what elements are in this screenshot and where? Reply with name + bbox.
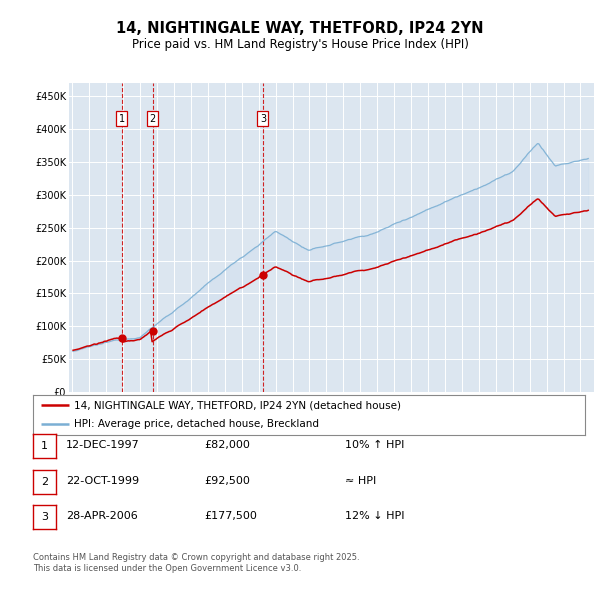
Text: 28-APR-2006: 28-APR-2006	[66, 512, 138, 521]
Text: 1: 1	[119, 114, 125, 124]
Text: 12% ↓ HPI: 12% ↓ HPI	[345, 512, 404, 521]
Text: Price paid vs. HM Land Registry's House Price Index (HPI): Price paid vs. HM Land Registry's House …	[131, 38, 469, 51]
Text: 2: 2	[150, 114, 156, 124]
Text: 12-DEC-1997: 12-DEC-1997	[66, 441, 140, 450]
Text: ≈ HPI: ≈ HPI	[345, 476, 376, 486]
Text: 14, NIGHTINGALE WAY, THETFORD, IP24 2YN (detached house): 14, NIGHTINGALE WAY, THETFORD, IP24 2YN …	[74, 401, 401, 410]
Text: £82,000: £82,000	[204, 441, 250, 450]
Text: 3: 3	[260, 114, 266, 124]
Text: 1: 1	[41, 441, 48, 451]
Text: £92,500: £92,500	[204, 476, 250, 486]
Text: Contains HM Land Registry data © Crown copyright and database right 2025.
This d: Contains HM Land Registry data © Crown c…	[33, 553, 359, 573]
Text: 10% ↑ HPI: 10% ↑ HPI	[345, 441, 404, 450]
Text: 2: 2	[41, 477, 48, 487]
Text: £177,500: £177,500	[204, 512, 257, 521]
Text: HPI: Average price, detached house, Breckland: HPI: Average price, detached house, Brec…	[74, 419, 319, 429]
Text: 22-OCT-1999: 22-OCT-1999	[66, 476, 139, 486]
Text: 14, NIGHTINGALE WAY, THETFORD, IP24 2YN: 14, NIGHTINGALE WAY, THETFORD, IP24 2YN	[116, 21, 484, 35]
Text: 3: 3	[41, 512, 48, 522]
